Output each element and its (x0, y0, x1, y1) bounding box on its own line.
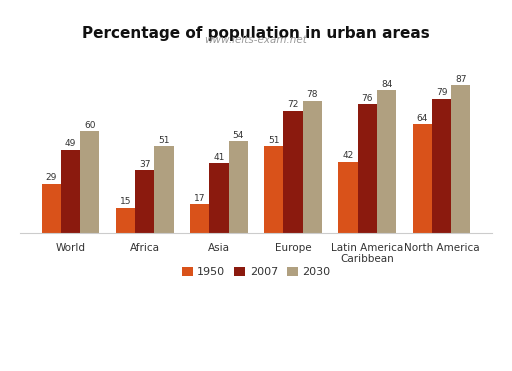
Text: 41: 41 (213, 153, 225, 162)
Bar (264, 147, 284, 233)
Bar (41, 184, 61, 233)
Bar (228, 141, 248, 233)
Text: 51: 51 (158, 136, 170, 145)
Text: 51: 51 (268, 136, 280, 145)
Bar (190, 204, 209, 233)
Bar (451, 85, 471, 233)
Bar (209, 163, 228, 233)
Text: 76: 76 (361, 93, 373, 102)
Text: 15: 15 (120, 197, 131, 206)
Bar (358, 104, 377, 233)
Text: 49: 49 (65, 139, 76, 148)
Text: 42: 42 (343, 151, 354, 160)
Text: 84: 84 (381, 80, 392, 89)
Text: 17: 17 (194, 194, 205, 203)
Bar (284, 111, 303, 233)
Text: 60: 60 (84, 121, 96, 130)
Bar (135, 170, 154, 233)
Bar (432, 99, 451, 233)
Title: Percentage of population in urban areas: Percentage of population in urban areas (82, 26, 430, 41)
Text: 54: 54 (232, 131, 244, 140)
Text: 37: 37 (139, 160, 151, 169)
Text: 79: 79 (436, 88, 447, 98)
Bar (116, 207, 135, 233)
Text: 78: 78 (307, 90, 318, 99)
Bar (303, 101, 322, 233)
Text: 64: 64 (417, 114, 428, 123)
Text: 87: 87 (455, 75, 466, 84)
Legend: 1950, 2007, 2030: 1950, 2007, 2030 (177, 263, 335, 282)
Bar (61, 150, 80, 233)
Bar (338, 162, 358, 233)
Bar (154, 147, 174, 233)
Bar (413, 124, 432, 233)
Text: 72: 72 (287, 100, 299, 109)
Bar (80, 131, 99, 233)
Text: www.ielts-exam.net: www.ielts-exam.net (205, 35, 307, 45)
Bar (377, 90, 396, 233)
Text: 29: 29 (46, 173, 57, 183)
